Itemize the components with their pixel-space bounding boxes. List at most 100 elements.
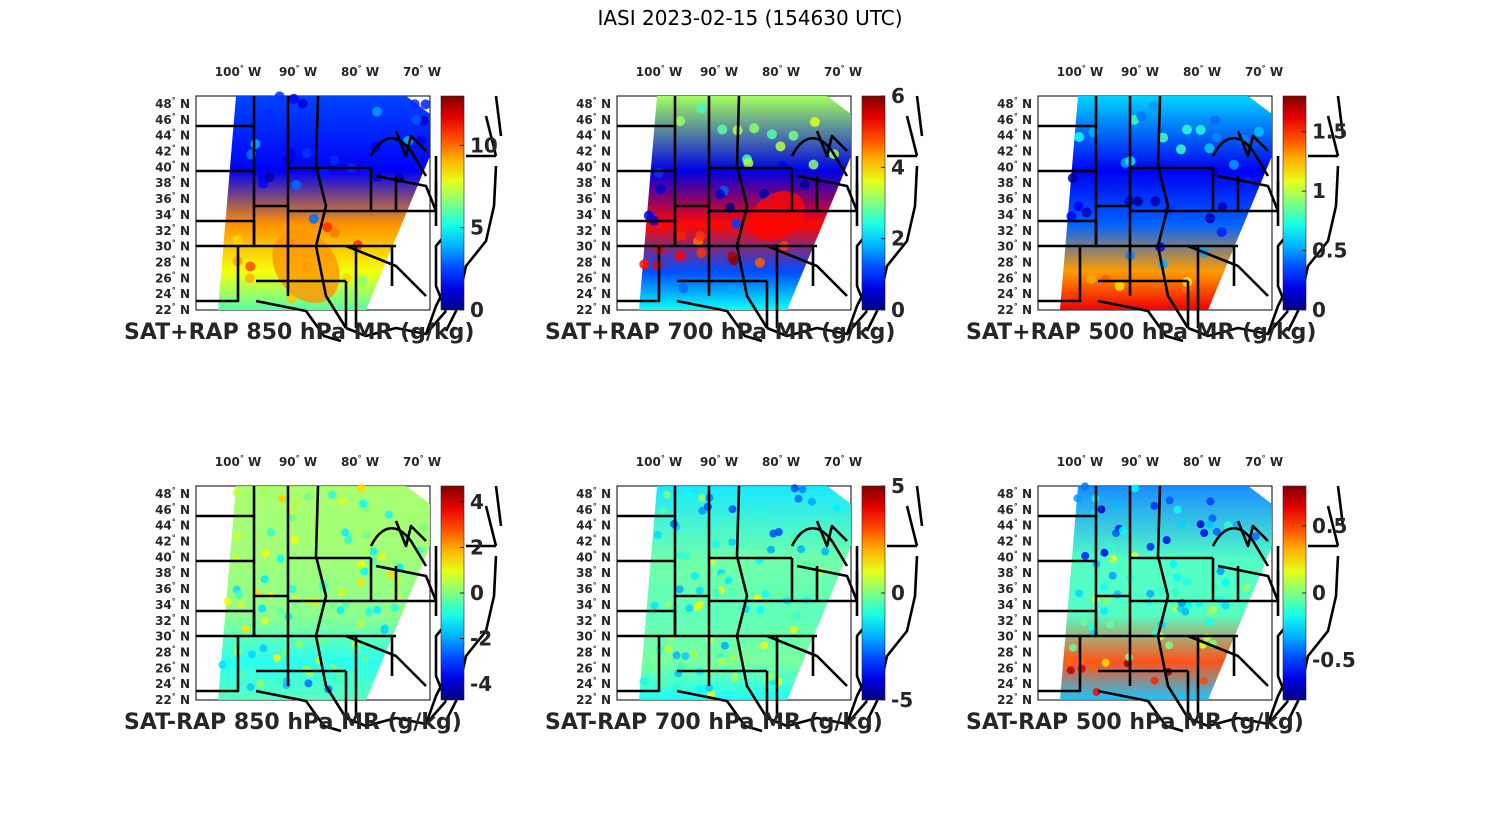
- lat-tick-label: 28° N: [576, 645, 611, 660]
- data-point: [759, 188, 769, 199]
- data-point: [793, 611, 802, 620]
- data-point: [356, 577, 365, 586]
- data-point: [799, 179, 810, 190]
- colorbar-tick-label: 1.5: [1312, 120, 1347, 144]
- data-point: [1100, 274, 1111, 285]
- data-point: [1196, 520, 1205, 529]
- data-point: [790, 484, 799, 493]
- data-point: [244, 273, 255, 284]
- data-point: [1205, 618, 1214, 627]
- data-point: [727, 587, 736, 596]
- data-point: [329, 155, 340, 166]
- lat-tick-label: 28° N: [155, 645, 190, 660]
- lat-tick-label: 34° N: [997, 207, 1032, 222]
- data-point: [672, 651, 681, 660]
- data-point: [698, 493, 706, 502]
- data-point: [1165, 641, 1173, 650]
- lat-tick-label: 42° N: [155, 534, 190, 549]
- lat-tick-label: 40° N: [997, 159, 1032, 174]
- data-point: [223, 597, 232, 606]
- state-boundary: [196, 219, 288, 248]
- data-point: [664, 601, 673, 610]
- state-boundary: [617, 246, 661, 303]
- lat-tick-label: 34° N: [576, 597, 611, 612]
- lat-tick-label: 28° N: [576, 255, 611, 270]
- lon-tick-label: 80° W: [341, 454, 379, 469]
- data-point: [411, 114, 422, 125]
- state-boundary: [1236, 520, 1269, 548]
- lat-tick-label: 36° N: [997, 581, 1032, 596]
- data-point: [341, 601, 350, 610]
- lon-tick-label: 90° W: [279, 454, 317, 469]
- data-point: [232, 488, 241, 497]
- data-point: [1204, 143, 1215, 154]
- lat-tick-label: 40° N: [155, 159, 190, 174]
- state-boundary: [444, 165, 498, 332]
- data-point: [1208, 514, 1217, 523]
- data-point: [369, 547, 378, 556]
- lat-tick-label: 46° N: [997, 112, 1032, 127]
- colorbar-tick-label: 4: [470, 490, 484, 514]
- data-point: [1221, 601, 1230, 610]
- state-boundary: [1236, 130, 1269, 158]
- data-point: [1205, 520, 1214, 529]
- data-point: [1176, 144, 1186, 155]
- lat-tick-label: 46° N: [576, 112, 611, 127]
- data-point: [756, 507, 765, 516]
- data-point: [245, 261, 256, 272]
- panel-sat-plus-rap-850: 100° W 90° W 80° W 70° W 48° N 46° N 44° N 42° …: [120, 60, 540, 360]
- state-boundary: [1097, 299, 1184, 343]
- data-point: [1066, 666, 1075, 675]
- data-point: [1211, 132, 1222, 143]
- lat-tick-label: 48° N: [576, 486, 611, 501]
- data-point: [319, 167, 330, 178]
- data-point: [260, 575, 269, 584]
- data-point: [1073, 494, 1082, 503]
- lon-tick-label: 70° W: [824, 64, 862, 79]
- lat-tick-label: 32° N: [576, 223, 611, 238]
- data-point: [362, 531, 371, 539]
- lat-tick-label: 40° N: [155, 549, 190, 564]
- data-point: [749, 123, 760, 134]
- data-point: [1080, 482, 1089, 491]
- data-point: [1101, 597, 1110, 606]
- data-point: [698, 506, 707, 515]
- lat-tick-label: 44° N: [997, 128, 1032, 143]
- data-point: [1195, 124, 1206, 135]
- state-boundary: [1038, 246, 1082, 303]
- map-axes: [616, 484, 924, 733]
- lat-tick-label: 32° N: [155, 613, 190, 628]
- lon-tick-label: 80° W: [1183, 64, 1221, 79]
- state-boundary: [1038, 609, 1130, 638]
- data-point: [1169, 560, 1178, 569]
- data-point: [705, 684, 714, 693]
- data-point: [832, 504, 841, 513]
- data-point: [715, 189, 725, 200]
- data-point: [272, 654, 281, 663]
- data-point: [329, 227, 340, 238]
- colorbar: [861, 95, 886, 311]
- data-point: [1228, 159, 1239, 170]
- data-point: [234, 590, 243, 599]
- data-point: [788, 130, 799, 141]
- data-point: [1108, 571, 1117, 580]
- lat-tick-label: 32° N: [576, 613, 611, 628]
- panel-sat-plus-rap-700: 100° W 90° W 80° W 70° W 48° N 46° N 44° N 42° …: [541, 60, 961, 360]
- data-point: [362, 546, 371, 555]
- data-point: [643, 210, 654, 221]
- data-point: [1199, 676, 1208, 685]
- data-point: [693, 603, 702, 612]
- data-point: [777, 161, 788, 172]
- state-boundary: [1326, 505, 1340, 547]
- lat-tick-label: 24° N: [997, 286, 1032, 301]
- data-point: [724, 576, 733, 585]
- data-point: [1100, 607, 1109, 616]
- data-point: [647, 664, 656, 672]
- lat-tick-label: 26° N: [576, 270, 611, 285]
- data-point: [420, 99, 431, 110]
- lat-tick-label: 28° N: [997, 255, 1032, 270]
- data-point: [773, 589, 781, 598]
- data-point: [371, 106, 382, 117]
- data-point: [720, 641, 729, 650]
- data-point: [276, 607, 285, 616]
